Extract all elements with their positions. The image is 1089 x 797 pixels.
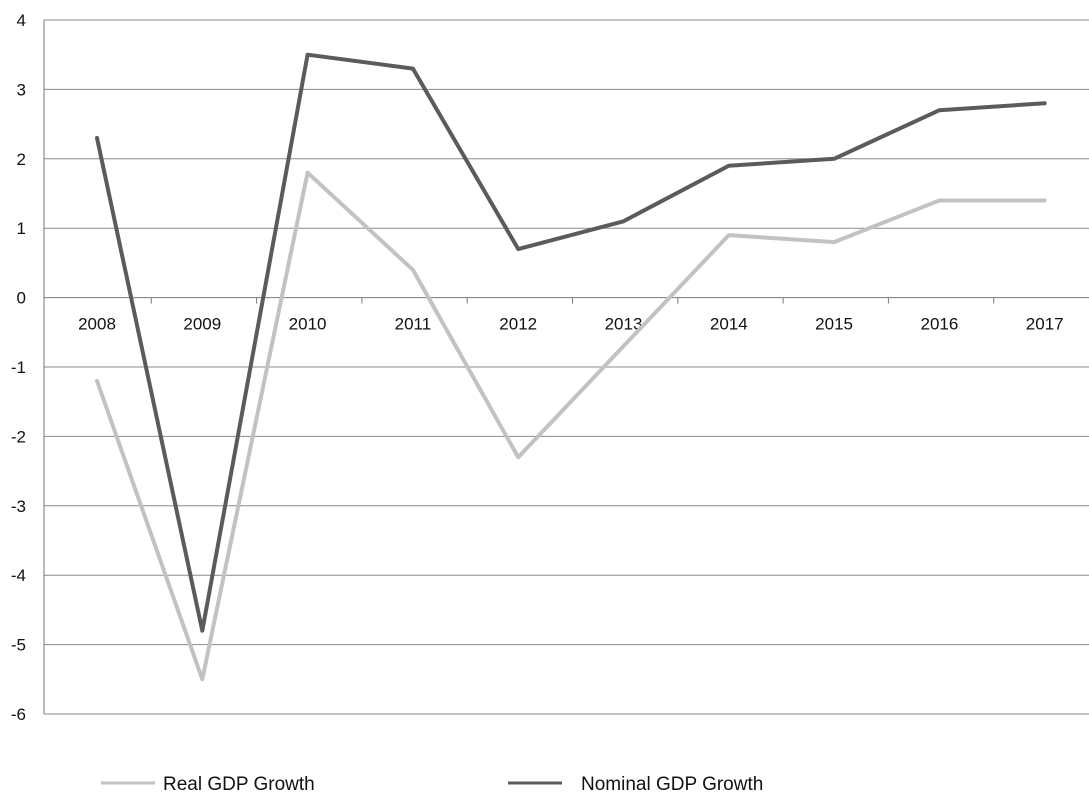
y-tick-label: 4: [17, 11, 26, 30]
x-tick-label: 2009: [183, 315, 221, 334]
x-tick-label: 2014: [710, 315, 748, 334]
y-tick-labels: 4 3 2 1 0 -1 -2 -3 -4 -5 -6: [11, 11, 26, 724]
data-point: [411, 67, 415, 71]
y-tick-label: 0: [17, 289, 26, 308]
x-tick-label: 2008: [78, 315, 116, 334]
x-tick-labels: 2008 2009 2010 2011 2012 2013 2014 2015 2016 2017: [78, 315, 1064, 334]
series-line-real-gdp-growth: [95, 170, 1047, 682]
data-point: [937, 108, 941, 112]
data-point: [200, 629, 204, 633]
data-point: [516, 455, 520, 459]
data-point: [1043, 101, 1047, 105]
data-point: [727, 233, 731, 237]
x-tick-label: 2010: [289, 315, 327, 334]
data-point: [1043, 198, 1047, 202]
y-tick-label: -3: [11, 497, 26, 516]
data-point: [411, 268, 415, 272]
y-tick-label: -2: [11, 427, 26, 446]
data-point: [727, 164, 731, 168]
series-lines: [95, 52, 1047, 682]
data-point: [832, 240, 836, 244]
y-tick-label: -6: [11, 705, 26, 724]
data-point: [306, 171, 310, 175]
data-point: [832, 157, 836, 161]
legend-label: Nominal GDP Growth: [581, 774, 763, 792]
data-point: [95, 379, 99, 383]
y-tick-label: 3: [17, 80, 26, 99]
data-point: [622, 219, 625, 223]
y-tick-label: -4: [11, 566, 26, 585]
data-point: [622, 344, 625, 348]
x-tick-label: 2013: [605, 315, 643, 334]
y-tick-label: 1: [17, 219, 26, 238]
legend-label: Real GDP Growth: [163, 774, 315, 792]
y-tick-label: 2: [17, 150, 26, 169]
x-tick-label: 2012: [499, 315, 537, 334]
x-tick-label: 2015: [815, 315, 853, 334]
gridlines: [44, 19, 1089, 715]
y-tick-label: -1: [11, 358, 26, 377]
x-tick-label: 2011: [395, 315, 432, 334]
data-point: [200, 677, 204, 681]
y-tick-label: -5: [11, 636, 26, 655]
series-line-nominal-gdp-growth: [95, 52, 1047, 633]
x-tick-label: 2016: [920, 315, 958, 334]
data-point: [95, 136, 99, 140]
legend: Real GDP Growth Nominal GDP Growth: [101, 774, 763, 795]
data-point: [306, 53, 310, 57]
data-point: [937, 198, 941, 202]
x-tick-label: 2017: [1026, 315, 1064, 334]
data-point: [516, 247, 520, 251]
